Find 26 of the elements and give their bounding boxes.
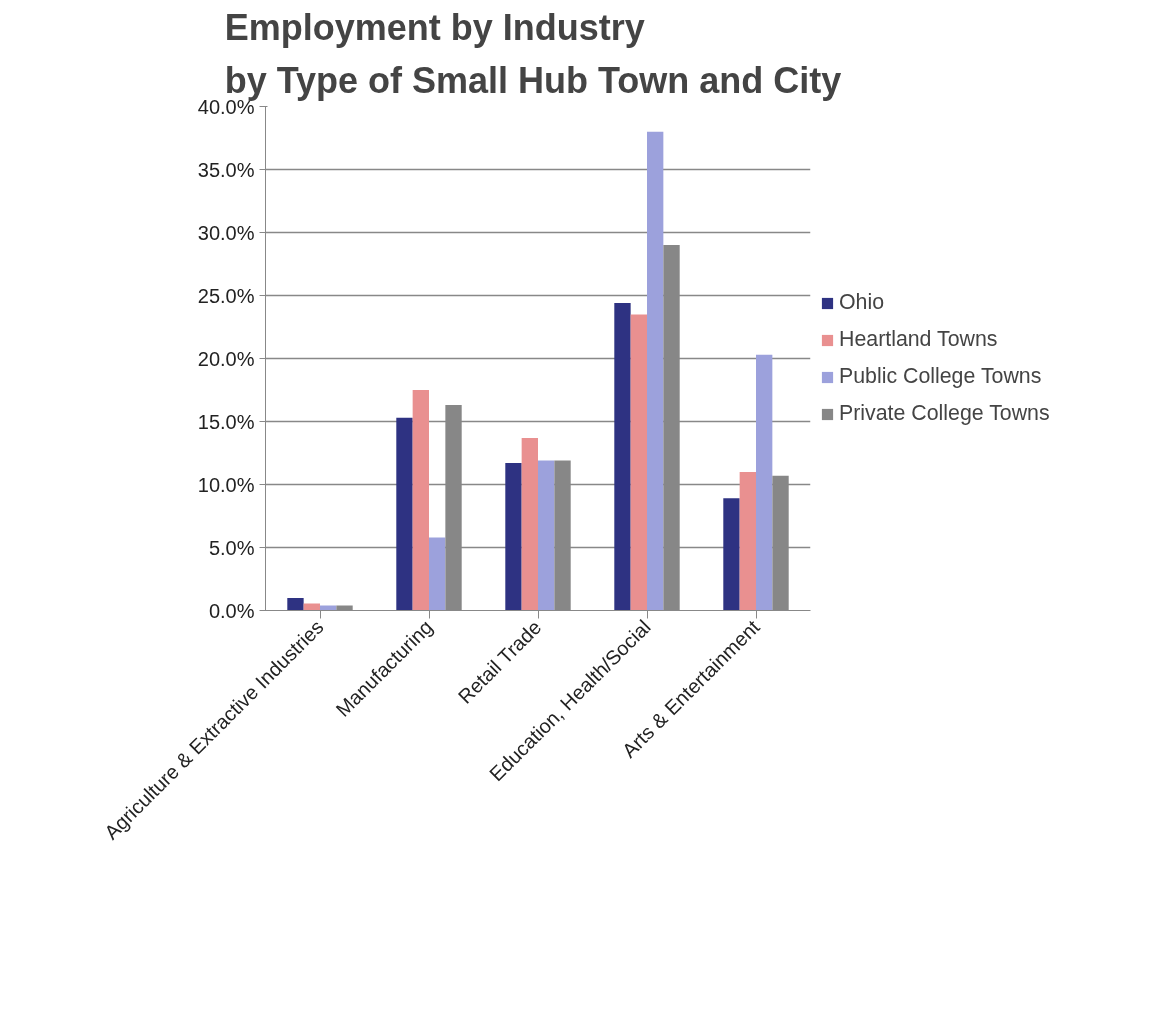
legend-label: Ohio	[839, 290, 885, 315]
y-tick-label: 15.0%	[197, 410, 255, 433]
bar	[320, 605, 337, 611]
bar	[287, 597, 304, 611]
y-tick-label: 5.0%	[208, 536, 255, 559]
y-tick-label: 30.0%	[197, 221, 255, 244]
bar	[723, 498, 740, 611]
bar	[614, 303, 631, 611]
bar	[505, 463, 522, 611]
bar	[647, 131, 664, 611]
bar	[756, 354, 773, 611]
bar	[521, 437, 538, 611]
bar	[739, 471, 756, 611]
y-tick-label: 0.0%	[208, 599, 255, 622]
bar	[396, 417, 413, 611]
legend-label: Private College Towns	[839, 401, 1050, 426]
y-tick-label: 35.0%	[197, 158, 255, 181]
bar	[429, 537, 446, 611]
bar	[630, 314, 647, 611]
y-tick-label: 25.0%	[197, 284, 255, 307]
y-tick-label: 10.0%	[197, 473, 255, 496]
bar	[412, 390, 429, 611]
bar	[538, 460, 555, 611]
y-tick-label: 20.0%	[197, 347, 255, 370]
legend-label: Public College Towns	[839, 364, 1042, 389]
legend-label: Heartland Towns	[839, 327, 998, 352]
